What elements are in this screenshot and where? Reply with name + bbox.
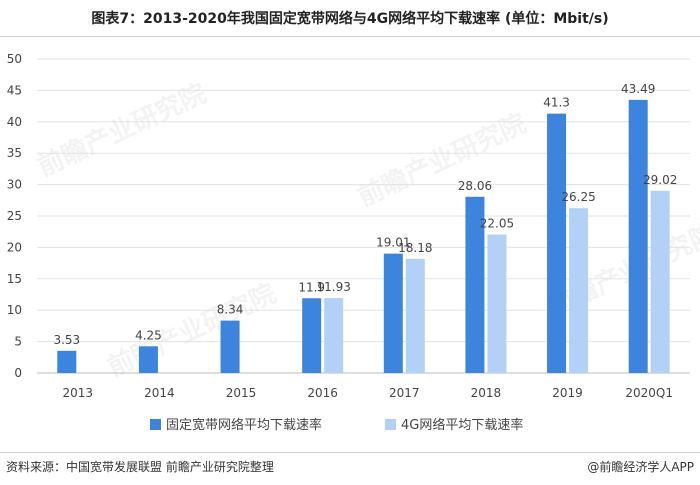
bar-fixed-broadband — [628, 99, 648, 373]
y-tick-label: 25 — [7, 209, 22, 223]
bar-4g — [650, 190, 670, 373]
legend-4g-label: 4G网络平均下载速率 — [401, 417, 523, 433]
y-tick-label: 30 — [7, 178, 22, 192]
y-tick-label: 35 — [7, 146, 22, 160]
chart-title: 图表7：2013-2020年我国固定宽带网络与4G网络平均下载速率 (单位：Mb… — [91, 11, 609, 27]
x-tick-label: 2017 — [389, 386, 420, 400]
x-tick-label: 2019 — [552, 386, 583, 400]
y-tick-label: 45 — [7, 83, 22, 97]
bar-fixed-broadband — [383, 253, 403, 373]
y-tick-label: 5 — [14, 335, 22, 349]
data-label-fixed: 19.01 — [376, 236, 410, 250]
source-note: 资料来源：中国宽带发展联盟 前瞻产业研究院整理 — [6, 460, 274, 474]
bar-fixed-broadband — [547, 113, 567, 374]
data-label-fixed: 41.3 — [543, 96, 570, 110]
y-tick-label: 10 — [7, 303, 22, 317]
data-label-fixed: 11.9 — [298, 280, 325, 294]
x-tick-label: 2015 — [226, 386, 257, 400]
legend-fixed-swatch — [150, 419, 161, 430]
y-tick-label: 40 — [7, 115, 22, 129]
data-label-4g: 22.05 — [480, 217, 514, 231]
brand-label: @前瞻经济学人APP — [587, 460, 694, 474]
data-label-fixed: 3.53 — [53, 333, 80, 347]
y-tick-label: 50 — [7, 52, 22, 66]
y-tick-label: 20 — [7, 240, 22, 254]
x-tick-label: 2016 — [307, 386, 338, 400]
bar-fixed-broadband — [138, 346, 158, 373]
x-tick-label: 2014 — [144, 386, 175, 400]
data-label-fixed: 28.06 — [458, 179, 492, 193]
legend-4g-swatch — [385, 419, 396, 430]
bar-4g — [569, 208, 589, 373]
y-tick-label: 15 — [7, 272, 22, 286]
bar-4g — [405, 258, 425, 373]
bar-fixed-broadband — [465, 196, 485, 373]
bar-4g — [487, 234, 507, 373]
bar-fixed-broadband — [302, 298, 322, 373]
footer-divider — [0, 452, 700, 453]
legend-fixed-label: 固定宽带网络平均下载速率 — [166, 417, 322, 433]
bar-fixed-broadband — [57, 350, 77, 373]
bar-fixed-broadband — [220, 320, 240, 373]
x-tick-label: 2018 — [471, 386, 502, 400]
y-tick-label: 0 — [14, 366, 22, 380]
data-label-4g: 29.02 — [643, 173, 677, 187]
x-tick-label: 2013 — [63, 386, 94, 400]
title-divider — [0, 36, 700, 37]
data-label-fixed: 4.25 — [135, 328, 162, 342]
bar-chart: 0 5 10 15 20 25 30 35 40 45 50 3.53 2013 4.25 2014 8.34… — [7, 52, 690, 433]
data-label-4g: 18.18 — [398, 241, 432, 255]
x-tick-label: 2020Q1 — [625, 386, 673, 400]
data-label-4g: 26.25 — [561, 190, 595, 204]
data-label-4g: 11.93 — [317, 280, 351, 294]
data-label-fixed: 43.49 — [621, 82, 655, 96]
data-label-fixed: 8.34 — [217, 303, 244, 317]
bar-4g — [324, 298, 344, 373]
